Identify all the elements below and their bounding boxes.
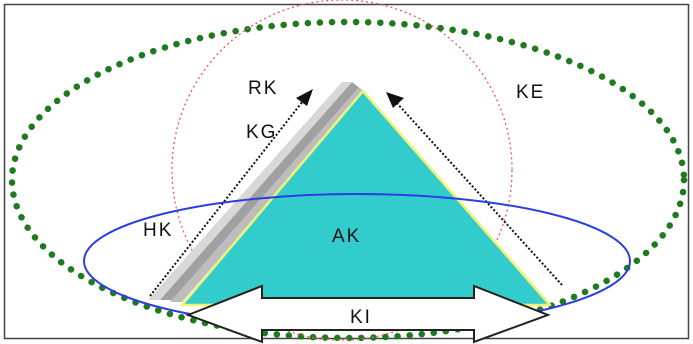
main-triangle	[180, 89, 552, 307]
left-dotted-arrow	[149, 100, 304, 297]
label-hk: HK	[143, 220, 173, 241]
label-ak: AK	[332, 226, 361, 247]
right-dotted-arrow	[394, 100, 563, 286]
red-dotted-circle	[171, 0, 513, 341]
label-kg: KG	[246, 122, 277, 143]
shadow-strip-light	[148, 82, 352, 300]
label-ke: KE	[516, 82, 545, 103]
label-ki: KI	[350, 307, 372, 328]
right-arrow-head-icon	[386, 92, 404, 108]
shadow-strip-mid	[170, 88, 364, 302]
label-rk: RK	[248, 78, 278, 99]
double-arrow-ki	[185, 284, 551, 344]
shadow-strip-dark	[160, 82, 362, 300]
outer-dotted-ellipse	[8, 18, 688, 342]
left-arrow-head-icon	[296, 89, 313, 106]
